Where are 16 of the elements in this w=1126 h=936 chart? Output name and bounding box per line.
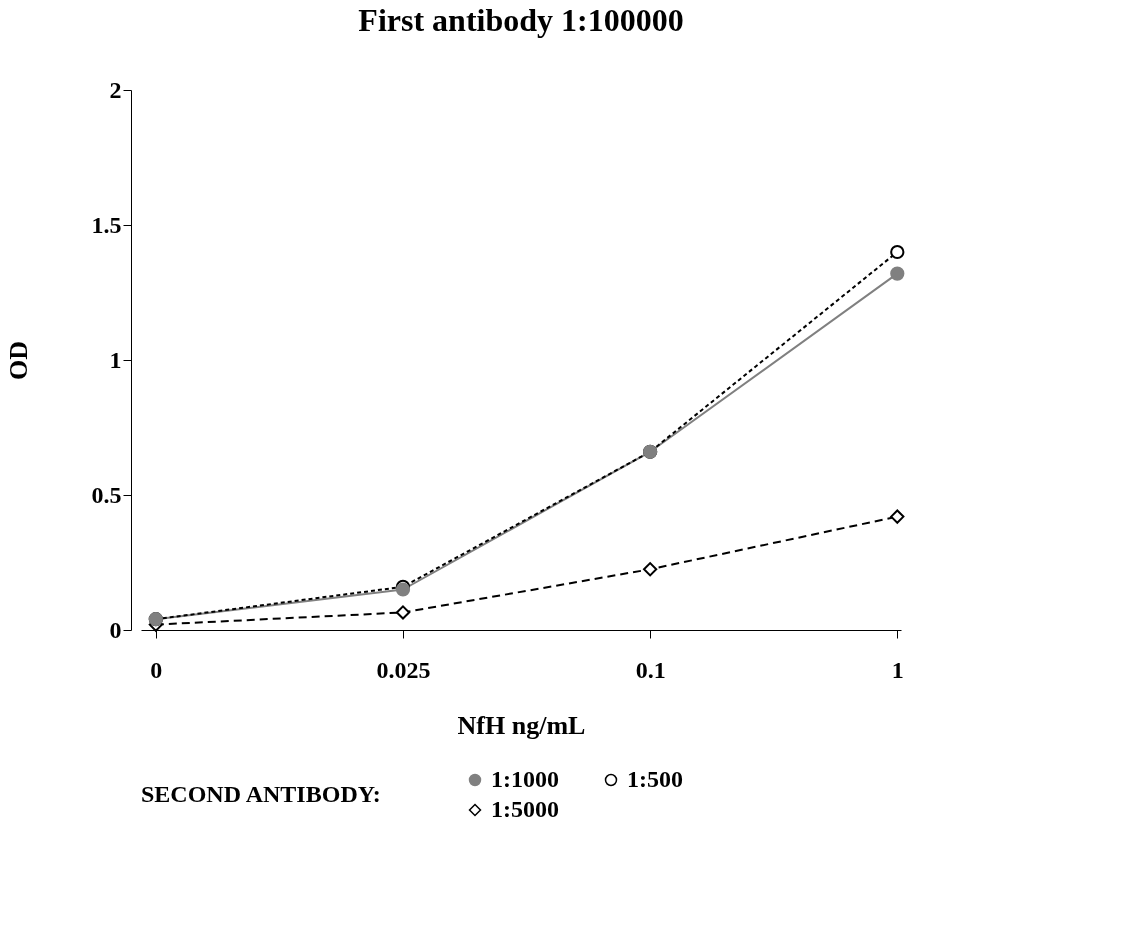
y-tick-label: 1 bbox=[109, 346, 122, 373]
y-tick-label: 2 bbox=[109, 76, 122, 103]
y-tick-label: 1.5 bbox=[91, 211, 122, 238]
x-tick-label: 0.025 bbox=[376, 656, 431, 683]
chart-title: First antibody 1:100000 bbox=[358, 2, 684, 38]
legend-label: 1:500 bbox=[627, 766, 683, 792]
x-axis-title: NfH ng/mL bbox=[457, 710, 586, 740]
x-tick-label: 0 bbox=[150, 656, 163, 683]
y-tick-label: 0.5 bbox=[91, 481, 122, 508]
y-tick-label: 0 bbox=[109, 616, 122, 643]
y-axis-title: OD bbox=[3, 341, 33, 380]
legend-label: 1:1000 bbox=[491, 766, 559, 792]
x-tick-label: 1 bbox=[891, 656, 904, 683]
legend-title: SECOND ANTIBODY: bbox=[141, 781, 381, 807]
legend-label: 1:5000 bbox=[491, 796, 559, 822]
x-tick-label: 0.1 bbox=[635, 656, 666, 683]
